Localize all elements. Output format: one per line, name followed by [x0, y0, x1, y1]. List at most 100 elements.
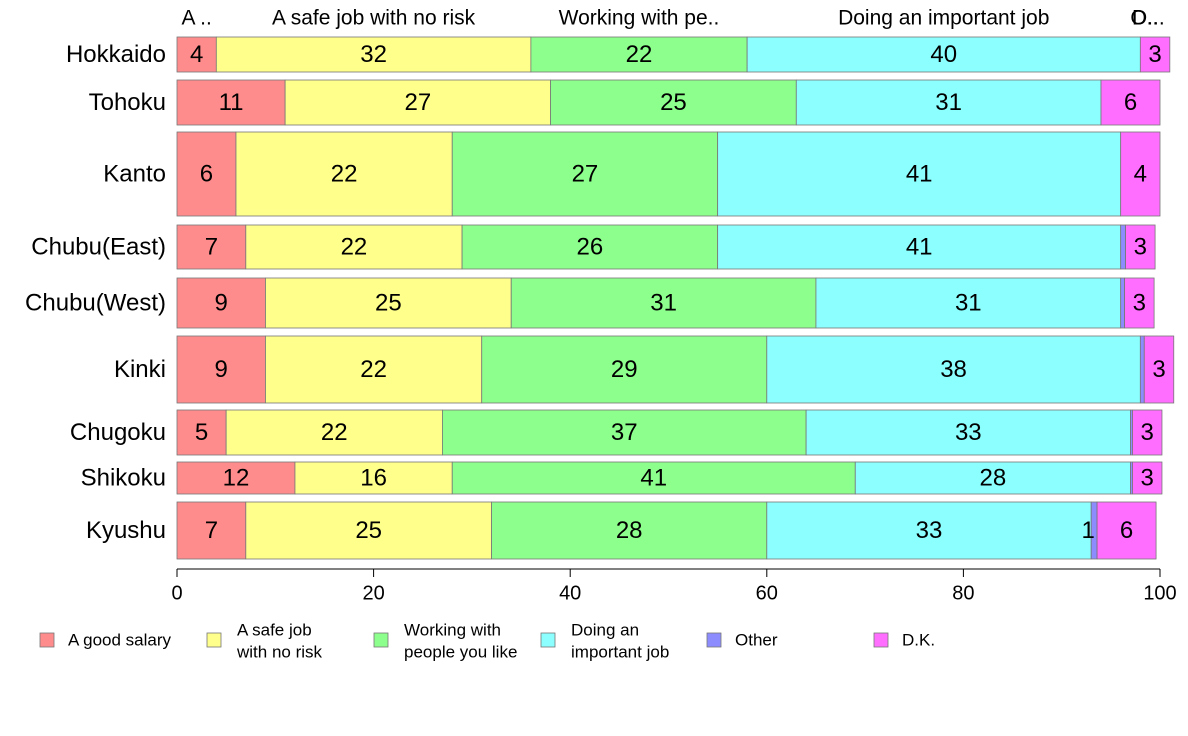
- data-label: 41: [640, 464, 667, 491]
- bar-segment: [176, 131, 237, 217]
- bar-segment: [1124, 277, 1155, 329]
- data-label: 25: [660, 89, 687, 116]
- data-label: 3: [1134, 233, 1147, 260]
- legend-label: with no risk: [236, 642, 323, 661]
- data-label: 7: [205, 233, 218, 260]
- bar-segment: [1100, 79, 1161, 126]
- bar-segment: [461, 224, 719, 270]
- bar-segment: [451, 131, 719, 217]
- legend-label: D.K.: [902, 630, 935, 649]
- bar-segment: [265, 335, 483, 404]
- data-label: 3: [1141, 464, 1154, 491]
- bar-segment: [1143, 335, 1175, 404]
- data-label: 5: [195, 419, 208, 446]
- bar-row-chubu-east-: 7 22 26 41 3: [176, 224, 1156, 270]
- data-label: 38: [940, 356, 967, 383]
- data-label: 31: [650, 289, 677, 316]
- bar-segment: [265, 277, 512, 329]
- data-label: 27: [404, 89, 431, 116]
- data-label: 28: [980, 464, 1007, 491]
- category-label: Kanto: [103, 160, 166, 187]
- legend-label: important job: [571, 642, 669, 661]
- data-label: 16: [360, 464, 387, 491]
- category-label: Kyushu: [86, 517, 166, 544]
- bar-segment: [1120, 224, 1126, 270]
- bar-segment: [176, 501, 247, 560]
- bar-segment: [176, 335, 266, 404]
- data-label: 7: [205, 517, 218, 544]
- data-label: 27: [572, 160, 599, 187]
- data-label: 9: [215, 356, 228, 383]
- category-label: Chugoku: [70, 419, 166, 446]
- bar-segment: [1139, 36, 1171, 73]
- data-label: 3: [1133, 289, 1146, 316]
- bar-segment: [451, 461, 856, 495]
- data-label: 4: [190, 41, 203, 68]
- legend-label: Doing an: [571, 620, 639, 639]
- data-label: 3: [1141, 419, 1154, 446]
- bar-row-hokkaido: 4 32 22 40 3: [176, 36, 1171, 73]
- column-header: Working with pe..: [559, 7, 720, 30]
- data-label: 22: [331, 160, 358, 187]
- data-label: 31: [955, 289, 982, 316]
- category-label: Tohoku: [89, 89, 166, 116]
- legend-item: A safe job with no risk: [206, 620, 323, 661]
- legend-label: people you like: [404, 642, 517, 661]
- data-label: 28: [616, 517, 643, 544]
- x-tick-label: 60: [756, 582, 778, 604]
- data-label: 12: [223, 464, 250, 491]
- bar-segment: [491, 501, 768, 560]
- bar-segment: [1132, 461, 1163, 495]
- bar-row-chugoku: 5 22 37 33 3: [176, 409, 1163, 456]
- data-label: 22: [341, 233, 368, 260]
- category-labels: Hokkaido Tohoku Kanto Chubu(East) Chubu(West…: [25, 41, 166, 544]
- data-label: 3: [1152, 356, 1165, 383]
- bar-segment: [284, 79, 551, 126]
- data-label: 6: [1120, 517, 1133, 544]
- x-tick-label: 100: [1143, 582, 1176, 604]
- legend-label: A safe job: [237, 620, 312, 639]
- data-label: 40: [930, 41, 957, 68]
- x-tick-label: 20: [362, 582, 384, 604]
- legend-swatch: [540, 632, 556, 648]
- bar-segment: [245, 501, 492, 560]
- data-label: 1: [1082, 517, 1095, 544]
- column-header: A safe job with no risk: [272, 7, 476, 30]
- bar-row-kyushu: 7 25 28 33 1 6: [176, 501, 1157, 560]
- bar-row-shikoku: 12 16 41 28 3: [176, 461, 1163, 495]
- legend-swatch: [706, 632, 722, 648]
- category-label: Shikoku: [81, 464, 166, 491]
- legend-swatch: [373, 632, 389, 648]
- data-label: 29: [611, 356, 638, 383]
- column-header: D...: [1132, 7, 1165, 30]
- category-label: Hokkaido: [66, 41, 166, 68]
- legend-item: D.K.: [873, 630, 935, 649]
- bar-row-kinki: 9 22 29 38 3: [176, 335, 1175, 404]
- data-label: 41: [906, 233, 933, 260]
- legend-label: A good salary: [68, 630, 172, 649]
- category-label: Chubu(East): [31, 233, 166, 260]
- bar-segment: [176, 409, 227, 456]
- bar-segment: [815, 277, 1122, 329]
- bar-segment: [1132, 409, 1163, 456]
- data-label: 25: [355, 517, 382, 544]
- legend-swatch: [206, 632, 222, 648]
- column-header: A ..: [181, 7, 211, 30]
- bar-row-kanto: 6 22 27 41 4: [176, 131, 1161, 217]
- data-label: 22: [360, 356, 387, 383]
- bar-segment: [795, 79, 1102, 126]
- category-label: Chubu(West): [25, 289, 166, 316]
- bar-segment: [235, 131, 453, 217]
- legend-swatch: [39, 632, 55, 648]
- bar-row-tohoku: 11 27 25 31 6: [176, 79, 1161, 126]
- bar-segment: [1139, 335, 1145, 404]
- bar-segment: [1120, 131, 1161, 217]
- data-label: 6: [200, 160, 213, 187]
- data-label: 41: [906, 160, 933, 187]
- data-label: 3: [1148, 41, 1161, 68]
- data-label: 37: [611, 419, 638, 446]
- legend-item: Working with people you like: [373, 620, 517, 661]
- bar-segment: [1125, 224, 1156, 270]
- legend-swatch: [873, 632, 889, 648]
- data-label: 4: [1134, 160, 1147, 187]
